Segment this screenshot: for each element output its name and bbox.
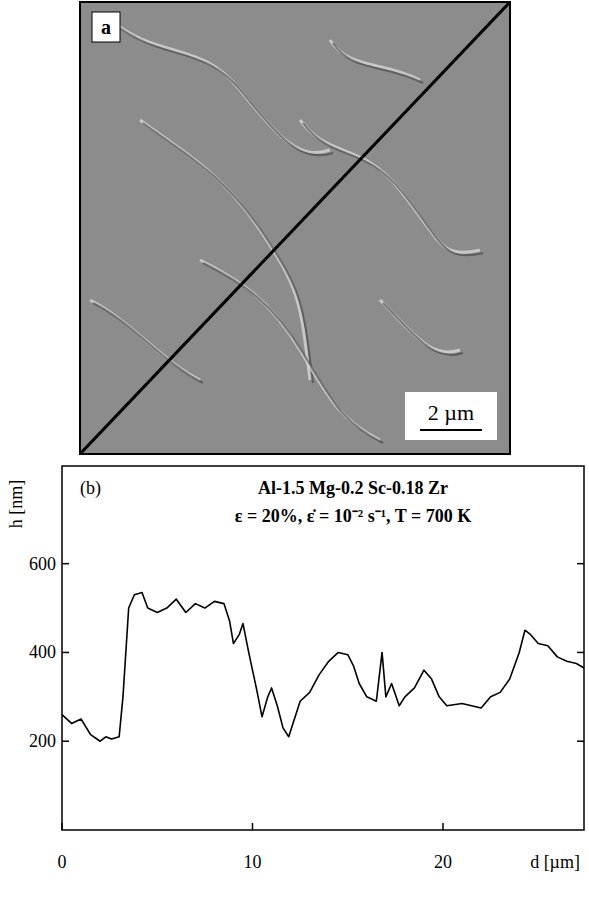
x-tick-label: 0 (58, 852, 67, 872)
y-tick (62, 740, 69, 742)
plot-frame (62, 466, 584, 830)
scale-bar (420, 429, 482, 431)
figure: a 2 µm 200 400 600 0 10 20 Al-1.5 Mg-0.2 Sc-0.18… (0, 0, 589, 902)
grain-edge-dark (383, 303, 463, 355)
title: Al-1.5 Mg-0.2 Sc-0.18 Zr (258, 478, 448, 498)
height-profile (62, 593, 584, 742)
grain-edge-light (110, 20, 330, 153)
y-axis-title: h [nm] (6, 480, 26, 529)
x-axis-title: d [µm] (530, 852, 580, 872)
grain-edge-light (330, 40, 420, 80)
x-tick-label: 20 (434, 852, 452, 872)
x-tick (442, 823, 444, 830)
y-tick-label: 200 (29, 731, 56, 751)
panel-label-box (92, 12, 120, 42)
scale-bar-label: 2 µm (428, 400, 474, 425)
x-tick-label: 10 (244, 852, 262, 872)
panel-label: (b) (80, 478, 101, 499)
y-tick-label: 400 (29, 642, 56, 662)
grain-edge-dark (113, 23, 333, 156)
grain-edge-light (200, 260, 380, 440)
grain-edge-dark (203, 263, 383, 443)
panel-label: a (101, 16, 111, 38)
micrograph (80, 2, 510, 454)
y-tick (62, 563, 69, 565)
y-tick-label: 600 (29, 554, 56, 574)
image-frame (80, 2, 510, 454)
y-tick-right (577, 740, 584, 742)
profile-line (80, 2, 510, 454)
plot-area (62, 593, 584, 742)
grain-edge-light (140, 120, 310, 380)
grain-edge-dark (333, 43, 423, 83)
x-tick (252, 823, 254, 830)
y-tick-right (577, 652, 584, 654)
micrograph-ground (80, 2, 510, 454)
grain-edge-dark (143, 123, 313, 383)
x-tick (61, 823, 63, 830)
subtitle: ε = 20%, ε̇ = 10⁻² s⁻¹, T = 700 K (235, 506, 471, 526)
y-tick-right (577, 563, 584, 565)
scale-bar-box (405, 392, 497, 440)
grain-edge-light (380, 300, 460, 352)
y-tick (62, 652, 69, 654)
grain-edge-light (300, 120, 480, 253)
